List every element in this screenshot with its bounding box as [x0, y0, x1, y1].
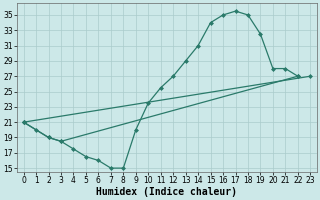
X-axis label: Humidex (Indice chaleur): Humidex (Indice chaleur)	[96, 186, 237, 197]
